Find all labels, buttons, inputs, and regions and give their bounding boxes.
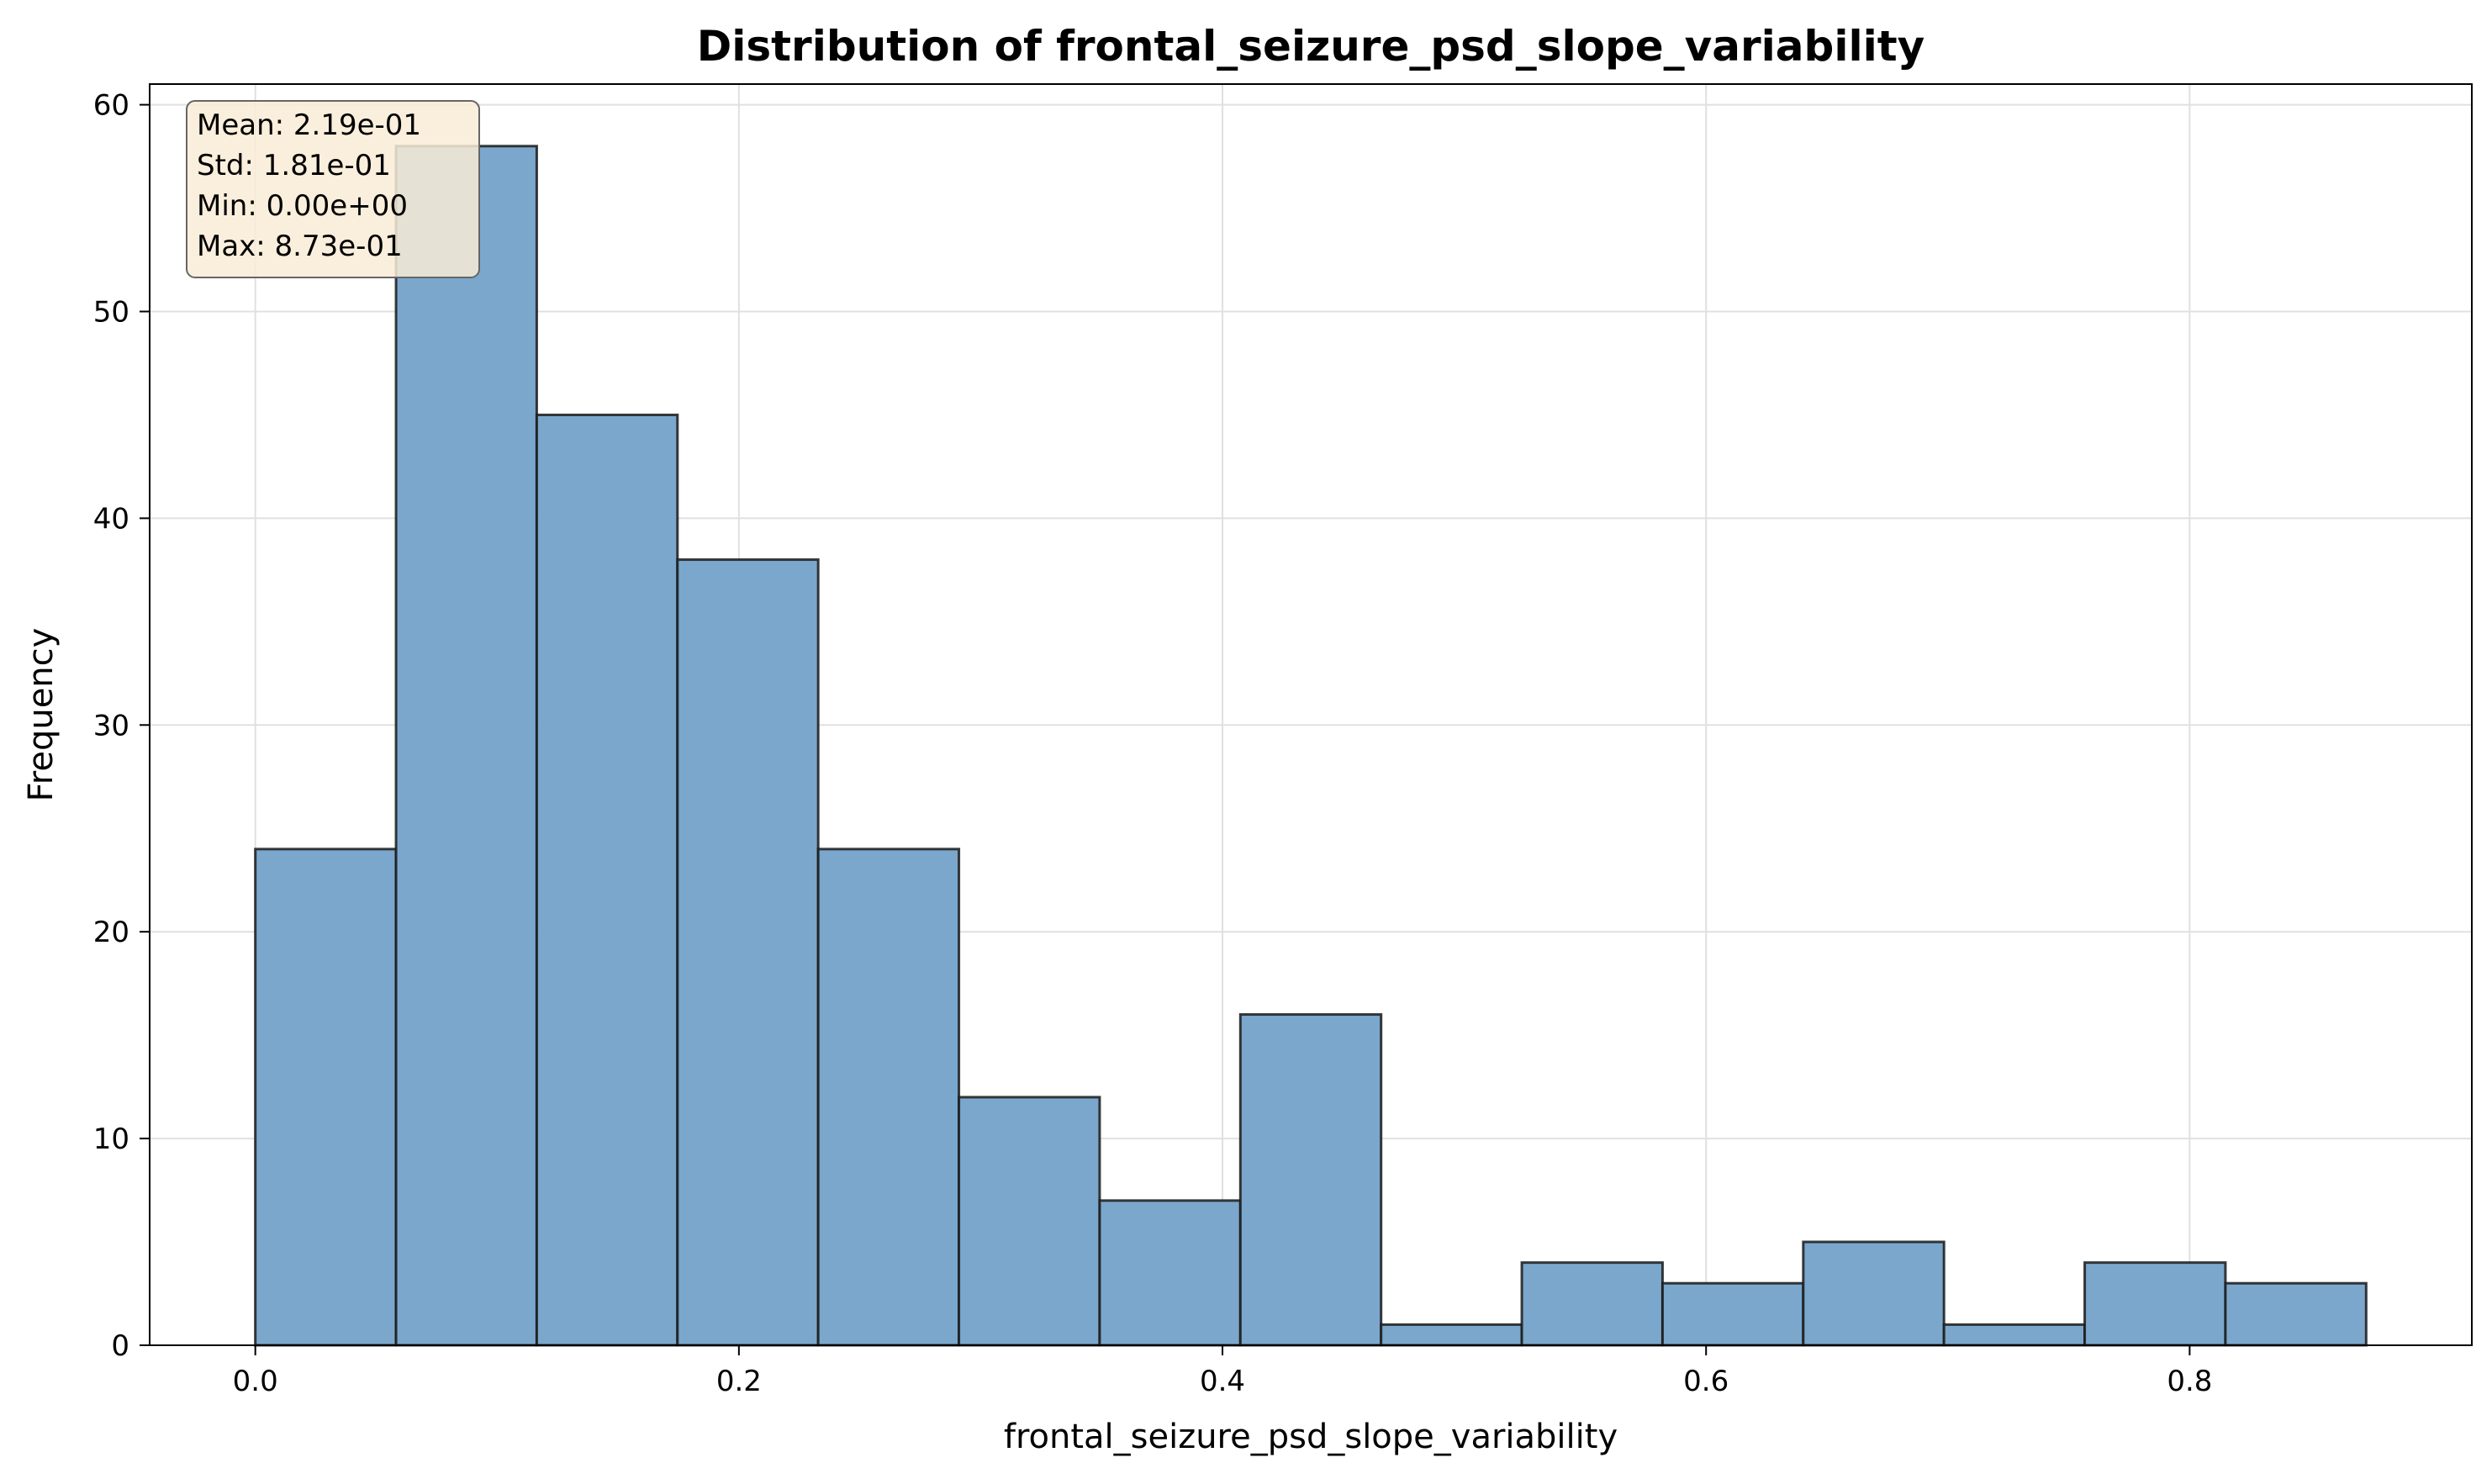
y-tick-label: 40 (93, 502, 129, 536)
y-tick-label: 60 (93, 89, 129, 123)
stat-mean: Mean: 2.19e-01 (197, 108, 421, 142)
y-axis-label: Frequency (22, 628, 61, 802)
y-tick-label: 50 (93, 295, 129, 329)
histogram-bars (254, 145, 2368, 1347)
histogram-bar (816, 848, 961, 1347)
histogram-bar (2083, 1261, 2227, 1347)
x-tick-label: 0.6 (1683, 1365, 1729, 1398)
histogram-bar (2224, 1281, 2368, 1347)
chart-title: Distribution of frontal_seizure_psd_slop… (697, 22, 1924, 71)
stats-box-background (186, 100, 480, 278)
histogram-bar (254, 848, 398, 1347)
histogram-bar (1380, 1323, 1523, 1347)
y-tick-label: 0 (111, 1329, 129, 1363)
y-tick-label: 20 (93, 916, 129, 949)
y-tick-label: 30 (93, 709, 129, 742)
histogram-bar (1238, 1013, 1383, 1347)
histogram-bar (676, 558, 820, 1347)
axis-ticks: 0.0 0.2 0.4 0.6 0.8 0 10 20 30 40 50 60 (93, 89, 2213, 1398)
stat-max: Max: 8.73e-01 (197, 230, 403, 263)
histogram-bar (1660, 1281, 1805, 1347)
histogram-bar (394, 145, 538, 1347)
histogram-bar (1802, 1240, 1946, 1347)
x-tick-label: 0.4 (1200, 1365, 1245, 1398)
x-tick-label: 0.8 (2167, 1365, 2212, 1398)
x-tick-label: 0.2 (716, 1365, 762, 1398)
stat-std: Std: 1.81e-01 (197, 149, 391, 182)
histogram-bar (1098, 1199, 1242, 1347)
x-axis-label: frontal_seizure_psd_slope_variability (1004, 1418, 1618, 1456)
histogram-bar (535, 413, 679, 1347)
stat-min: Min: 0.00e+00 (197, 189, 408, 223)
histogram-bar (958, 1096, 1101, 1347)
plot-frame (149, 83, 2473, 1346)
stats-box: Mean: 2.19e-01 Std: 1.81e-01 Min: 0.00e+… (186, 100, 480, 278)
histogram-bar (1942, 1323, 2087, 1347)
x-tick-label: 0.0 (233, 1365, 278, 1398)
histogram-bar (1520, 1261, 1664, 1347)
y-tick-label: 10 (93, 1122, 129, 1156)
